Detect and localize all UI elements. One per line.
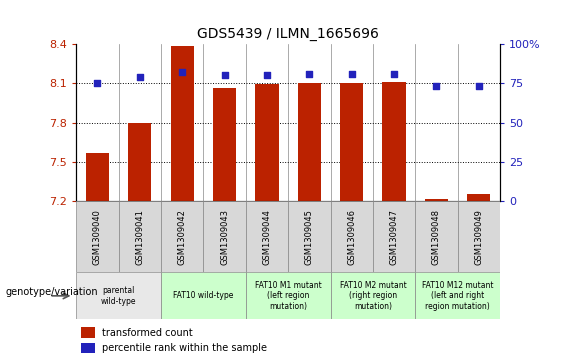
- Text: GSM1309040: GSM1309040: [93, 209, 102, 265]
- Bar: [171, 46, 194, 201]
- Point: [93, 80, 102, 86]
- Text: GSM1309041: GSM1309041: [136, 209, 144, 265]
- Bar: [203, 201, 246, 272]
- Point: [389, 71, 398, 77]
- Text: GSM1309043: GSM1309043: [220, 209, 229, 265]
- Text: transformed count: transformed count: [102, 327, 193, 338]
- Bar: [161, 272, 246, 319]
- Bar: [331, 272, 415, 319]
- Text: FAT10 M1 mutant
(left region
mutation): FAT10 M1 mutant (left region mutation): [255, 281, 321, 311]
- Bar: [425, 199, 448, 201]
- Point: [305, 71, 314, 77]
- Text: FAT10 M12 mutant
(left and right
region mutation): FAT10 M12 mutant (left and right region …: [422, 281, 493, 311]
- Text: GSM1309049: GSM1309049: [475, 209, 483, 265]
- Point: [474, 83, 483, 89]
- Bar: [415, 272, 500, 319]
- Bar: [288, 201, 331, 272]
- Bar: [467, 193, 490, 201]
- Text: GSM1309045: GSM1309045: [305, 209, 314, 265]
- Point: [220, 72, 229, 78]
- Bar: [458, 201, 500, 272]
- Text: parental
wild-type: parental wild-type: [101, 286, 136, 306]
- Text: genotype/variation: genotype/variation: [6, 287, 98, 297]
- Bar: [76, 201, 119, 272]
- Bar: [128, 123, 151, 201]
- Title: GDS5439 / ILMN_1665696: GDS5439 / ILMN_1665696: [197, 27, 379, 41]
- Bar: [86, 153, 109, 201]
- Point: [432, 83, 441, 89]
- Text: GSM1309042: GSM1309042: [178, 209, 186, 265]
- Text: percentile rank within the sample: percentile rank within the sample: [102, 343, 267, 353]
- Bar: [161, 201, 203, 272]
- Bar: [298, 83, 321, 201]
- Bar: [76, 272, 161, 319]
- Bar: [373, 201, 415, 272]
- Bar: [340, 83, 363, 201]
- Point: [262, 72, 271, 78]
- Bar: [213, 88, 236, 201]
- Bar: [246, 272, 331, 319]
- Text: FAT10 wild-type: FAT10 wild-type: [173, 291, 233, 300]
- Bar: [255, 84, 279, 201]
- Bar: [81, 343, 95, 353]
- Bar: [383, 82, 406, 201]
- Text: GSM1309044: GSM1309044: [263, 209, 271, 265]
- Text: GSM1309048: GSM1309048: [432, 209, 441, 265]
- Point: [136, 74, 145, 79]
- Bar: [415, 201, 458, 272]
- Bar: [246, 201, 288, 272]
- Text: GSM1309046: GSM1309046: [347, 209, 356, 265]
- Text: FAT10 M2 mutant
(right region
mutation): FAT10 M2 mutant (right region mutation): [340, 281, 406, 311]
- Point: [177, 69, 186, 75]
- Bar: [81, 327, 95, 338]
- Bar: [119, 201, 161, 272]
- Bar: [331, 201, 373, 272]
- Text: GSM1309047: GSM1309047: [390, 209, 398, 265]
- Point: [347, 71, 356, 77]
